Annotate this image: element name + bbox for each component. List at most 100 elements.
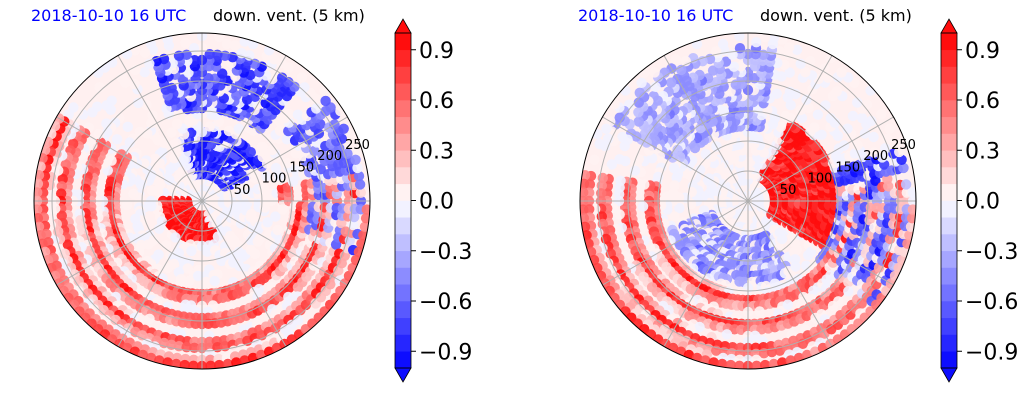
grid-spoke-30 (201, 116, 348, 202)
colorbar-segment (395, 100, 411, 118)
field-cell (274, 125, 286, 136)
field-cell (202, 246, 213, 257)
field-cell (776, 233, 788, 245)
colorbar-segment (941, 234, 957, 252)
field-cell (270, 211, 281, 222)
field-cell (272, 224, 283, 236)
field-cell (355, 187, 366, 198)
radial-tick-label: 150 (289, 160, 314, 175)
field-cell (283, 291, 294, 303)
colorbar-segment (941, 83, 957, 101)
colorbar-tick-label: 0.6 (419, 89, 454, 114)
field-cell (649, 67, 660, 78)
field-cell (856, 112, 868, 124)
colorbar-segment (395, 217, 411, 235)
field-cell (816, 129, 827, 140)
field-cell (812, 109, 824, 120)
colorbar-tick-label: 0.9 (965, 39, 1000, 64)
colorbar-segment (395, 200, 411, 218)
colorbar-segment (395, 116, 411, 134)
field-cell (273, 170, 285, 182)
radial-tick-label: 250 (345, 138, 370, 153)
field-cell (809, 122, 820, 133)
colorbar-segment (395, 49, 411, 67)
field-cell (320, 95, 331, 107)
field-cell (637, 201, 649, 212)
field-cell (666, 77, 677, 88)
field-cell (183, 67, 194, 78)
radial-tick-label: 200 (863, 149, 888, 164)
colorbar-segment (941, 66, 957, 84)
field-cell (717, 38, 729, 50)
field-cell (93, 128, 105, 140)
field-cell (292, 109, 304, 120)
field-cell (184, 275, 195, 287)
colorbar-tick-label: −0.9 (965, 340, 1018, 365)
radial-tick-label: 100 (262, 172, 287, 187)
colorbar-tick-label: −0.6 (965, 290, 1018, 315)
field-cell (160, 240, 172, 251)
radial-tick-label: 150 (835, 160, 860, 175)
field-cell (831, 86, 842, 97)
colorbar-segment (941, 334, 957, 352)
colorbar-segment (941, 267, 957, 285)
field-cell (633, 116, 644, 127)
field-cell (353, 170, 365, 182)
field-cell (101, 100, 112, 111)
colorbar-tick-label: −0.6 (419, 290, 472, 315)
field-cell (182, 263, 193, 274)
field-cell (876, 109, 887, 120)
polar-frame (33, 32, 371, 370)
panel-1-time-label: 2018-10-10 16 UTC (31, 6, 187, 25)
field-cell (784, 42, 795, 53)
field-cell (633, 107, 644, 118)
field-cell (249, 248, 261, 260)
colorbar-tick-label: −0.9 (419, 340, 472, 365)
colorbar-segment (395, 66, 411, 84)
colorbar-segment (395, 351, 411, 369)
field-cell (350, 154, 361, 165)
field-cell (122, 121, 133, 132)
field-cell (184, 115, 195, 127)
colorbar-extend-max (394, 18, 412, 34)
field-cell (133, 97, 144, 109)
colorbar-segment (941, 183, 957, 201)
grid-spoke-330 (201, 200, 348, 286)
field-cell (293, 314, 304, 326)
colorbar-extend-max (940, 18, 958, 34)
field-cell (257, 141, 268, 152)
panel-2-field-label: down. vent. (5 km) (760, 6, 912, 25)
field-cell (833, 296, 844, 307)
field-cell (128, 188, 139, 199)
field-cell (241, 94, 253, 105)
colorbar-tick-label: 0.0 (419, 190, 454, 215)
colorbar-extend-min (940, 367, 958, 383)
field-cell (94, 82, 105, 93)
radial-tick-label: 100 (808, 172, 833, 187)
colorbar-segment (395, 301, 411, 319)
field-cell (283, 108, 295, 120)
field-cell (299, 82, 310, 93)
radial-tick-label: 50 (234, 183, 251, 198)
colorbar-segment (941, 217, 957, 235)
field-cell (771, 88, 782, 100)
field-cell (694, 321, 705, 333)
field-cell (791, 244, 802, 255)
field-cell (116, 72, 128, 83)
field-cell (87, 107, 98, 118)
field-cell (589, 154, 600, 165)
field-cell (139, 47, 151, 58)
colorbar-segment (941, 116, 957, 134)
colorbar-segment (395, 234, 411, 252)
field-cell (162, 262, 174, 273)
colorbar-segment (395, 33, 411, 51)
field-cell (754, 306, 765, 317)
field-cell (87, 140, 98, 151)
colorbar-segment (395, 150, 411, 168)
colorbar-segment (395, 133, 411, 151)
field-cell (192, 270, 204, 282)
field-cell (790, 261, 801, 272)
colorbar-segment (395, 267, 411, 285)
